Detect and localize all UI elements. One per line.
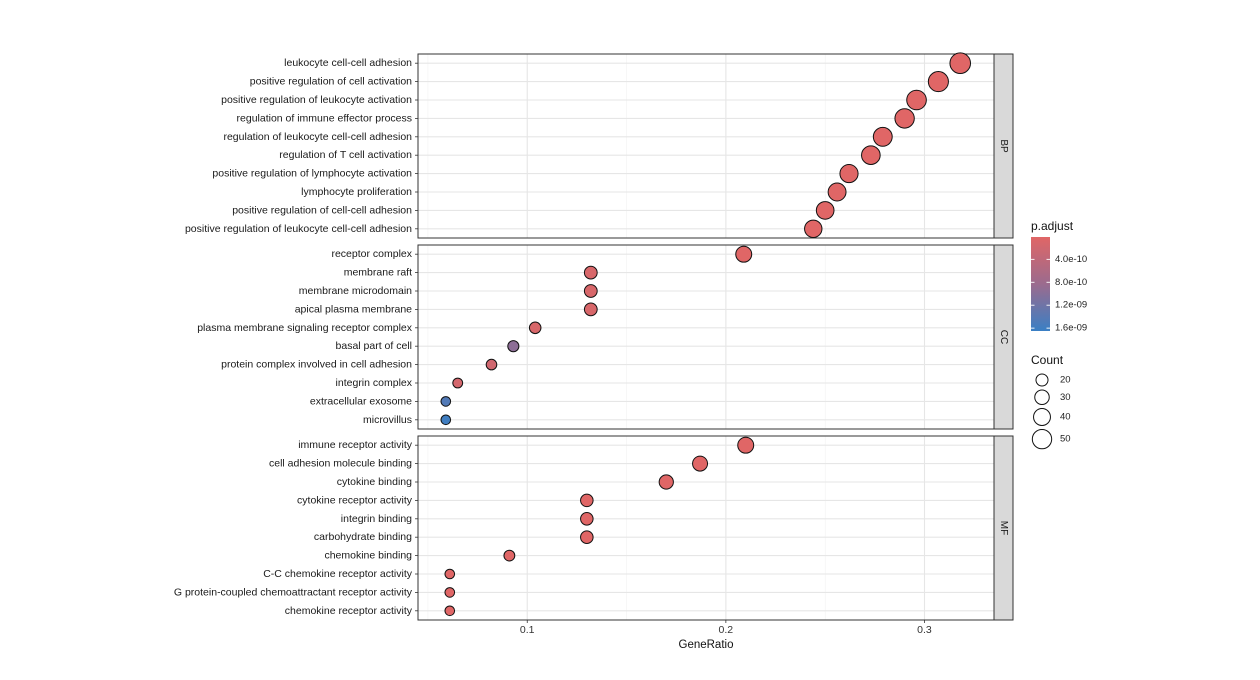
term-label: positive regulation of cell activation xyxy=(250,76,412,88)
facet-strip-label: CC xyxy=(998,330,1009,344)
term-dot xyxy=(583,265,598,280)
term-dot xyxy=(949,52,972,74)
term-dot xyxy=(583,302,598,317)
term-label: cytokine receptor activity xyxy=(297,494,413,506)
term-label: regulation of T cell activation xyxy=(279,149,412,161)
term-dot xyxy=(580,530,594,544)
term-label: chemokine binding xyxy=(324,550,412,562)
size-legend-label: 50 xyxy=(1060,434,1071,445)
size-legend-label: 20 xyxy=(1060,375,1071,386)
color-legend: p.adjust 4.0e-10 8.0e-10 1.2e-09 1.6e-09 xyxy=(1031,219,1087,334)
x-tick-label: 0.1 xyxy=(520,624,535,636)
facet-panels: BP leukocyte cell-cell adhesion positive r… xyxy=(174,52,1014,621)
term-dot xyxy=(444,587,456,598)
term-dot xyxy=(583,284,598,298)
term-dot xyxy=(815,201,835,220)
term-dot xyxy=(528,321,542,335)
term-label: integrin complex xyxy=(336,377,413,389)
term-label: lymphocyte proliferation xyxy=(301,186,412,198)
term-label: positive regulation of leukocyte cell-ce… xyxy=(185,223,412,235)
term-label: cytokine binding xyxy=(337,476,412,488)
term-dot xyxy=(927,71,949,93)
term-label: positive regulation of lymphocyte activa… xyxy=(212,168,412,180)
x-tick-label: 0.3 xyxy=(917,624,932,636)
term-dot xyxy=(440,396,452,407)
term-dot xyxy=(839,164,859,184)
x-tick-label: 0.2 xyxy=(719,624,734,636)
term-label: positive regulation of cell-cell adhesio… xyxy=(232,204,412,216)
term-label: membrane raft xyxy=(344,267,412,279)
facet-strip xyxy=(993,244,1014,430)
term-label: protein complex involved in cell adhesio… xyxy=(221,359,412,371)
facet-strip xyxy=(993,435,1014,621)
term-dot xyxy=(503,549,516,562)
facet-strip xyxy=(993,53,1014,239)
term-label: cell adhesion molecule binding xyxy=(269,458,412,470)
color-legend-label: 4.0e-10 xyxy=(1055,254,1087,265)
term-dot xyxy=(872,126,893,147)
facet-bp: BP leukocyte cell-cell adhesion positive r… xyxy=(185,52,1014,239)
term-dot xyxy=(827,182,847,202)
color-legend-bar xyxy=(1031,237,1050,331)
term-label: positive regulation of leukocyte activat… xyxy=(221,94,412,106)
term-label: plasma membrane signaling receptor compl… xyxy=(197,322,413,334)
term-label: extracellular exosome xyxy=(310,395,412,407)
term-label: regulation of immune effector process xyxy=(237,112,412,124)
term-dot xyxy=(444,605,456,617)
term-dot xyxy=(692,455,709,472)
term-label: membrane microdomain xyxy=(299,285,412,297)
term-dot xyxy=(444,568,456,580)
term-dot xyxy=(906,89,927,111)
size-legend-key xyxy=(1035,373,1049,387)
term-label: regulation of leukocyte cell-cell adhesi… xyxy=(223,131,412,143)
term-dot xyxy=(804,219,823,239)
size-legend: Count 20 30 40 50 xyxy=(1031,353,1071,450)
term-dot xyxy=(737,436,755,454)
term-label: G protein-coupled chemoattractant recept… xyxy=(174,586,413,598)
size-legend-label: 30 xyxy=(1060,392,1071,403)
term-label: immune receptor activity xyxy=(298,439,413,451)
x-axis-title: GeneRatio xyxy=(679,639,734,651)
term-label: leukocyte cell-cell adhesion xyxy=(284,57,412,69)
x-axis: GeneRatio 0.1 0.2 0.3 xyxy=(520,620,932,651)
facet-cc: CC receptor complex membrane raft membrane … xyxy=(197,244,1014,430)
term-dot xyxy=(440,414,452,426)
term-label: carbohydrate binding xyxy=(314,531,412,543)
facet-strip-label: MF xyxy=(998,521,1009,535)
term-dot xyxy=(861,145,881,166)
term-label: integrin binding xyxy=(341,513,412,525)
term-dot xyxy=(658,474,674,490)
facet-mf: MF immune receptor activity cell adhesion … xyxy=(174,435,1014,621)
term-dot xyxy=(580,493,594,508)
color-legend-label: 1.2e-09 xyxy=(1055,300,1087,311)
term-label: microvillus xyxy=(363,414,412,426)
term-dot xyxy=(452,377,464,389)
color-legend-label: 1.6e-09 xyxy=(1055,323,1087,334)
color-legend-label: 8.0e-10 xyxy=(1055,277,1087,288)
term-dot xyxy=(507,340,520,353)
size-legend-title: Count xyxy=(1031,353,1064,367)
term-label: basal part of cell xyxy=(336,340,412,352)
size-legend-key xyxy=(1031,428,1053,450)
color-legend-title: p.adjust xyxy=(1031,219,1074,233)
term-label: C-C chemokine receptor activity xyxy=(263,568,413,580)
facet-strip-label: BP xyxy=(998,139,1009,153)
term-label: receptor complex xyxy=(331,248,412,260)
term-dot xyxy=(894,108,915,129)
term-dot xyxy=(580,512,594,526)
term-dot xyxy=(485,358,498,371)
term-label: apical plasma membrane xyxy=(295,303,412,315)
size-legend-key xyxy=(1034,389,1050,406)
size-legend-label: 40 xyxy=(1060,411,1071,422)
size-legend-key xyxy=(1033,408,1051,426)
term-label: chemokine receptor activity xyxy=(285,605,413,617)
term-dot xyxy=(735,245,753,263)
